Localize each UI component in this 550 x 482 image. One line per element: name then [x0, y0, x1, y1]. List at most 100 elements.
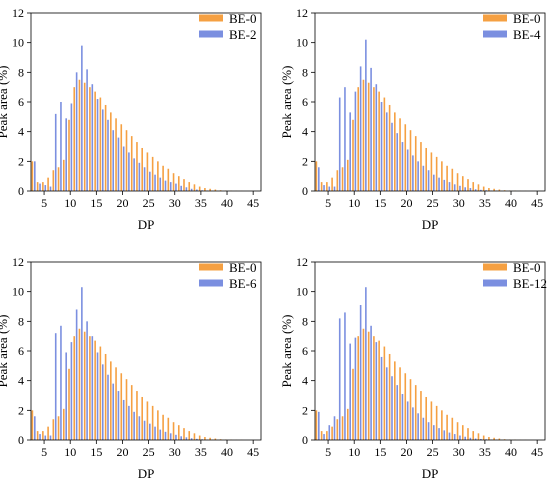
bar-BE-6-dp17: [107, 374, 109, 440]
bar-BE-0-dp28: [446, 165, 448, 191]
x-axis-label: DP: [138, 217, 155, 232]
bar-BE-0-dp34: [193, 184, 196, 191]
bar-BE-0-dp10: [352, 368, 354, 440]
bar-BE-0-dp10: [352, 119, 354, 191]
bar-BE-0-dp31: [177, 176, 180, 191]
bar-BE-0-dp11: [73, 336, 76, 440]
y-tick-label: 8: [302, 314, 308, 328]
bar-BE-0-dp18: [394, 361, 396, 440]
bar-series-BE-6: [34, 287, 219, 440]
bar-BE-6-dp19: [117, 391, 120, 440]
x-tick-label: 45: [247, 445, 259, 459]
x-tick-label: 5: [41, 445, 47, 459]
bar-BE-0-dp17: [388, 353, 391, 440]
bar-BE-0-dp14: [373, 336, 375, 440]
bar-BE-12-dp12: [365, 287, 367, 440]
bar-BE-0-dp32: [467, 179, 469, 191]
bar-series-BE-0: [315, 328, 527, 440]
x-tick-label: 15: [90, 196, 102, 210]
bar-BE-0-dp6: [331, 177, 333, 191]
bar-BE-0-dp32: [183, 428, 185, 440]
bar-BE-0-dp35: [482, 186, 485, 191]
bar-BE-4-dp28: [448, 182, 451, 191]
bar-BE-0-dp4: [36, 182, 39, 191]
bar-BE-0-dp7: [52, 419, 55, 440]
chart-panel-4: 5 10 15 20 25 30 35 40 45 0 2 4 6 8 10 12 DP Peak area (%…: [279, 255, 547, 481]
bar-BE-0-dp19: [115, 367, 117, 440]
bar-BE-0-dp34: [477, 433, 480, 440]
legend-label: BE-0: [513, 260, 540, 275]
bar-BE-4-dp32: [469, 188, 472, 191]
bar-BE-0-dp37: [209, 437, 211, 440]
chart-panel-2: 5 10 15 20 25 30 35 40 45 0 2 4 6 8 10 12 DP Peak area (%…: [279, 6, 546, 232]
bar-BE-2-dp22: [133, 158, 135, 191]
bar-BE-0-dp27: [157, 161, 159, 191]
bar-BE-0-dp24: [141, 147, 143, 191]
bar-BE-4-dp8: [344, 87, 346, 191]
bar-BE-6-dp15: [96, 352, 99, 440]
bar-BE-2-dp32: [185, 187, 188, 191]
x-tick-label: 25: [143, 196, 155, 210]
bar-series-BE-0: [31, 328, 243, 440]
bar-BE-0-dp6: [47, 177, 49, 191]
bar-BE-12-dp34: [480, 438, 482, 440]
bar-BE-12-dp14: [375, 342, 378, 440]
bar-BE-6-dp16: [101, 364, 104, 440]
bar-BE-2-dp16: [101, 109, 104, 191]
bar-BE-4-dp34: [480, 189, 482, 191]
bar-BE-12-dp7: [338, 318, 341, 440]
bar-BE-0-dp36: [488, 437, 490, 440]
y-tick-label: 2: [302, 403, 308, 417]
bar-BE-12-dp27: [443, 430, 446, 440]
y-tick-label: 0: [18, 433, 24, 447]
bar-BE-0-dp16: [99, 346, 102, 440]
y-tick-label: 12: [12, 6, 24, 20]
x-tick-label: 25: [143, 445, 155, 459]
bar-BE-12-dp26: [438, 428, 440, 440]
bar-BE-0-dp17: [388, 104, 391, 191]
bar-BE-6-dp12: [81, 287, 83, 440]
bar-BE-0-dp3: [315, 410, 318, 440]
bar-BE-0-dp18: [394, 112, 396, 191]
bar-BE-6-dp20: [122, 399, 125, 440]
y-tick-label: 4: [18, 374, 24, 388]
bar-BE-6-dp34: [196, 438, 198, 440]
x-tick-label: 5: [325, 445, 331, 459]
x-tick-label: 45: [531, 196, 543, 210]
bar-BE-0-dp21: [125, 379, 128, 440]
bar-BE-6-dp29: [169, 433, 172, 440]
bar-BE-0-dp22: [130, 136, 133, 191]
bar-BE-4-dp21: [412, 155, 414, 191]
legend-label: BE-12: [513, 276, 547, 291]
bar-BE-0-dp25: [146, 152, 149, 191]
y-tick-label: 8: [18, 65, 24, 79]
bar-BE-2-dp14: [91, 84, 94, 191]
bar-BE-0-dp27: [157, 410, 159, 440]
bar-BE-0-dp21: [409, 130, 412, 191]
x-axis-label: DP: [422, 466, 439, 481]
bar-BE-6-dp31: [180, 436, 182, 440]
bar-BE-12-dp10: [354, 337, 357, 440]
bar-BE-0-dp13: [367, 82, 370, 191]
bar-BE-0-dp12: [362, 328, 365, 440]
x-tick-label: 30: [453, 196, 465, 210]
bar-BE-0-dp18: [110, 361, 112, 440]
bar-BE-0-dp37: [493, 188, 495, 191]
bar-BE-0-dp35: [482, 435, 485, 440]
bar-BE-0-dp34: [477, 184, 480, 191]
bar-BE-2-dp13: [86, 69, 88, 191]
bar-BE-4-dp26: [438, 177, 440, 191]
x-tick-label: 30: [169, 445, 181, 459]
x-tick-label: 20: [116, 196, 128, 210]
y-tick-label: 8: [18, 314, 24, 328]
bar-BE-0-dp14: [373, 87, 375, 191]
bar-BE-0-dp26: [151, 156, 154, 191]
y-tick-label: 4: [302, 125, 308, 139]
y-tick-label: 12: [296, 255, 308, 269]
bar-BE-0-dp34: [193, 433, 196, 440]
bar-BE-2-dp11: [75, 72, 78, 191]
y-axis-label: Peak area (%): [0, 315, 10, 388]
bar-BE-0-dp29: [167, 417, 170, 440]
bar-BE-2-dp6: [49, 186, 52, 191]
y-tick-label: 4: [302, 374, 308, 388]
